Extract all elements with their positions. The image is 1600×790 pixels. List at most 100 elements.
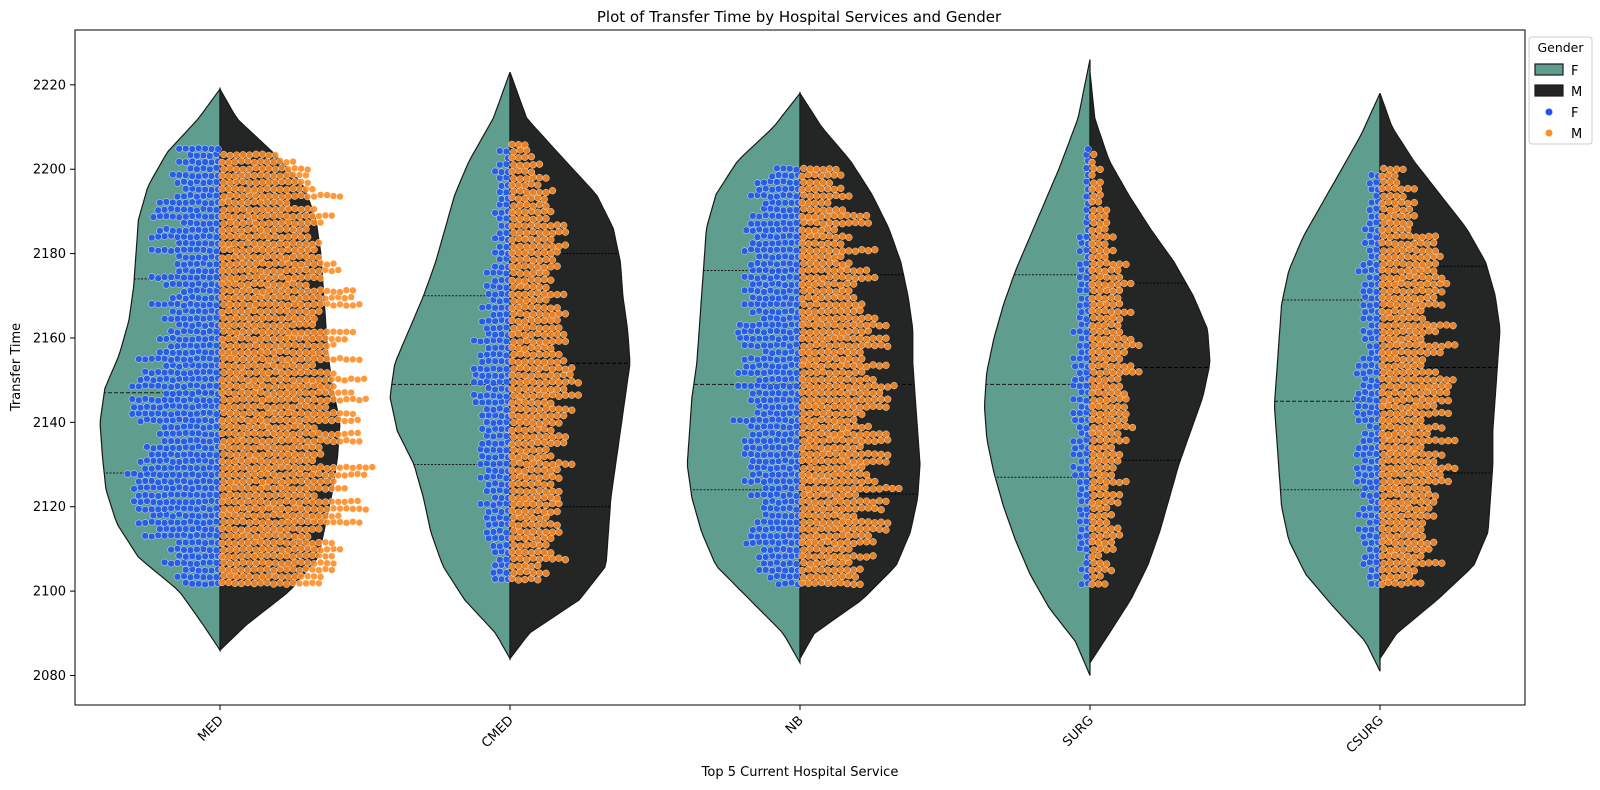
data-point-m [561, 460, 570, 468]
data-point-f [753, 287, 762, 295]
data-point-f [491, 453, 499, 462]
data-point-m [1115, 491, 1124, 499]
data-point-m [825, 179, 834, 187]
data-point-m [529, 514, 537, 523]
data-point-f [476, 474, 485, 482]
data-point-f [1076, 302, 1084, 310]
data-point-f [148, 273, 156, 281]
data-point-m [534, 521, 542, 530]
data-point-m [555, 432, 563, 440]
data-point-m [521, 534, 529, 542]
data-point-m [218, 389, 226, 397]
data-point-f [762, 403, 770, 411]
data-point-f [180, 178, 188, 186]
data-point-m [529, 541, 537, 549]
data-point-m [239, 247, 247, 255]
data-point-m [1378, 239, 1386, 247]
data-point-m [825, 165, 834, 173]
data-point-m [535, 188, 544, 197]
data-point-m [237, 199, 246, 207]
data-point-m [250, 403, 258, 411]
data-point-f [188, 198, 196, 206]
data-point-m [297, 342, 305, 350]
data-point-f [1076, 465, 1084, 473]
data-point-f [1077, 457, 1086, 466]
data-point-m [1404, 471, 1412, 479]
data-point-m [220, 546, 228, 554]
data-point-f [502, 528, 510, 537]
data-point-m [555, 242, 563, 251]
data-point-m [529, 161, 537, 169]
data-point-m [283, 266, 291, 275]
data-point-m [283, 525, 291, 534]
data-point-m [862, 212, 871, 220]
data-point-f [774, 267, 783, 275]
data-point-m [1090, 179, 1098, 187]
data-point-m [276, 510, 284, 519]
data-point-f [1366, 259, 1374, 267]
data-point-m [237, 579, 246, 588]
data-point-m [1425, 436, 1433, 445]
data-point-m [811, 199, 819, 207]
data-point-m [838, 531, 847, 539]
data-point-f [491, 548, 499, 556]
data-point-m [226, 559, 234, 568]
data-point-m [850, 403, 858, 411]
data-point-m [529, 446, 537, 454]
data-point-m [1438, 288, 1446, 296]
data-point-m [354, 376, 362, 384]
data-point-m [271, 206, 280, 214]
data-point-f [169, 198, 177, 207]
data-point-m [317, 368, 325, 376]
data-point-m [257, 254, 265, 262]
data-point-m [1412, 383, 1420, 391]
data-point-f [1366, 219, 1374, 228]
data-point-m [231, 429, 239, 438]
data-point-f [154, 354, 162, 362]
data-point-f [1367, 552, 1376, 561]
data-point-f [195, 417, 203, 425]
data-point-m [1378, 253, 1386, 262]
data-point-m [1101, 390, 1109, 398]
data-point-f [491, 561, 499, 569]
data-point-m [245, 273, 254, 281]
data-point-f [489, 569, 498, 577]
data-point-m [800, 164, 808, 173]
data-point-m [825, 342, 834, 350]
data-point-f [485, 303, 493, 311]
data-point-f [199, 477, 208, 485]
data-point-m [547, 330, 555, 339]
data-point-m [832, 273, 840, 281]
data-point-m [824, 566, 832, 574]
data-point-m [1102, 233, 1111, 241]
data-point-m [218, 240, 226, 248]
data-point-f [199, 368, 208, 376]
data-point-m [1090, 164, 1098, 173]
data-point-m [1102, 423, 1111, 431]
data-point-f [768, 212, 776, 220]
data-point-m [1094, 185, 1103, 193]
data-point-m [1384, 456, 1393, 464]
data-point-m [843, 525, 851, 534]
data-point-m [1425, 410, 1433, 418]
data-point-m [244, 281, 252, 289]
data-point-m [231, 185, 239, 193]
data-point-m [804, 497, 813, 505]
data-point-f [470, 365, 478, 373]
data-point-f [182, 239, 190, 247]
data-point-m [535, 256, 544, 265]
data-point-m [336, 437, 344, 446]
data-point-f [779, 356, 788, 364]
data-point-f [1069, 450, 1078, 459]
data-point-f [1082, 164, 1090, 172]
data-point-m [825, 259, 834, 267]
data-point-m [1404, 485, 1412, 493]
data-point-m [837, 322, 845, 330]
legend-label-point-f: F [1571, 106, 1578, 121]
data-point-m [265, 342, 273, 350]
data-point-m [1096, 220, 1104, 228]
data-point-f [193, 381, 201, 390]
data-point-m [278, 410, 286, 418]
data-point-f [212, 247, 220, 255]
data-point-m [508, 222, 516, 230]
